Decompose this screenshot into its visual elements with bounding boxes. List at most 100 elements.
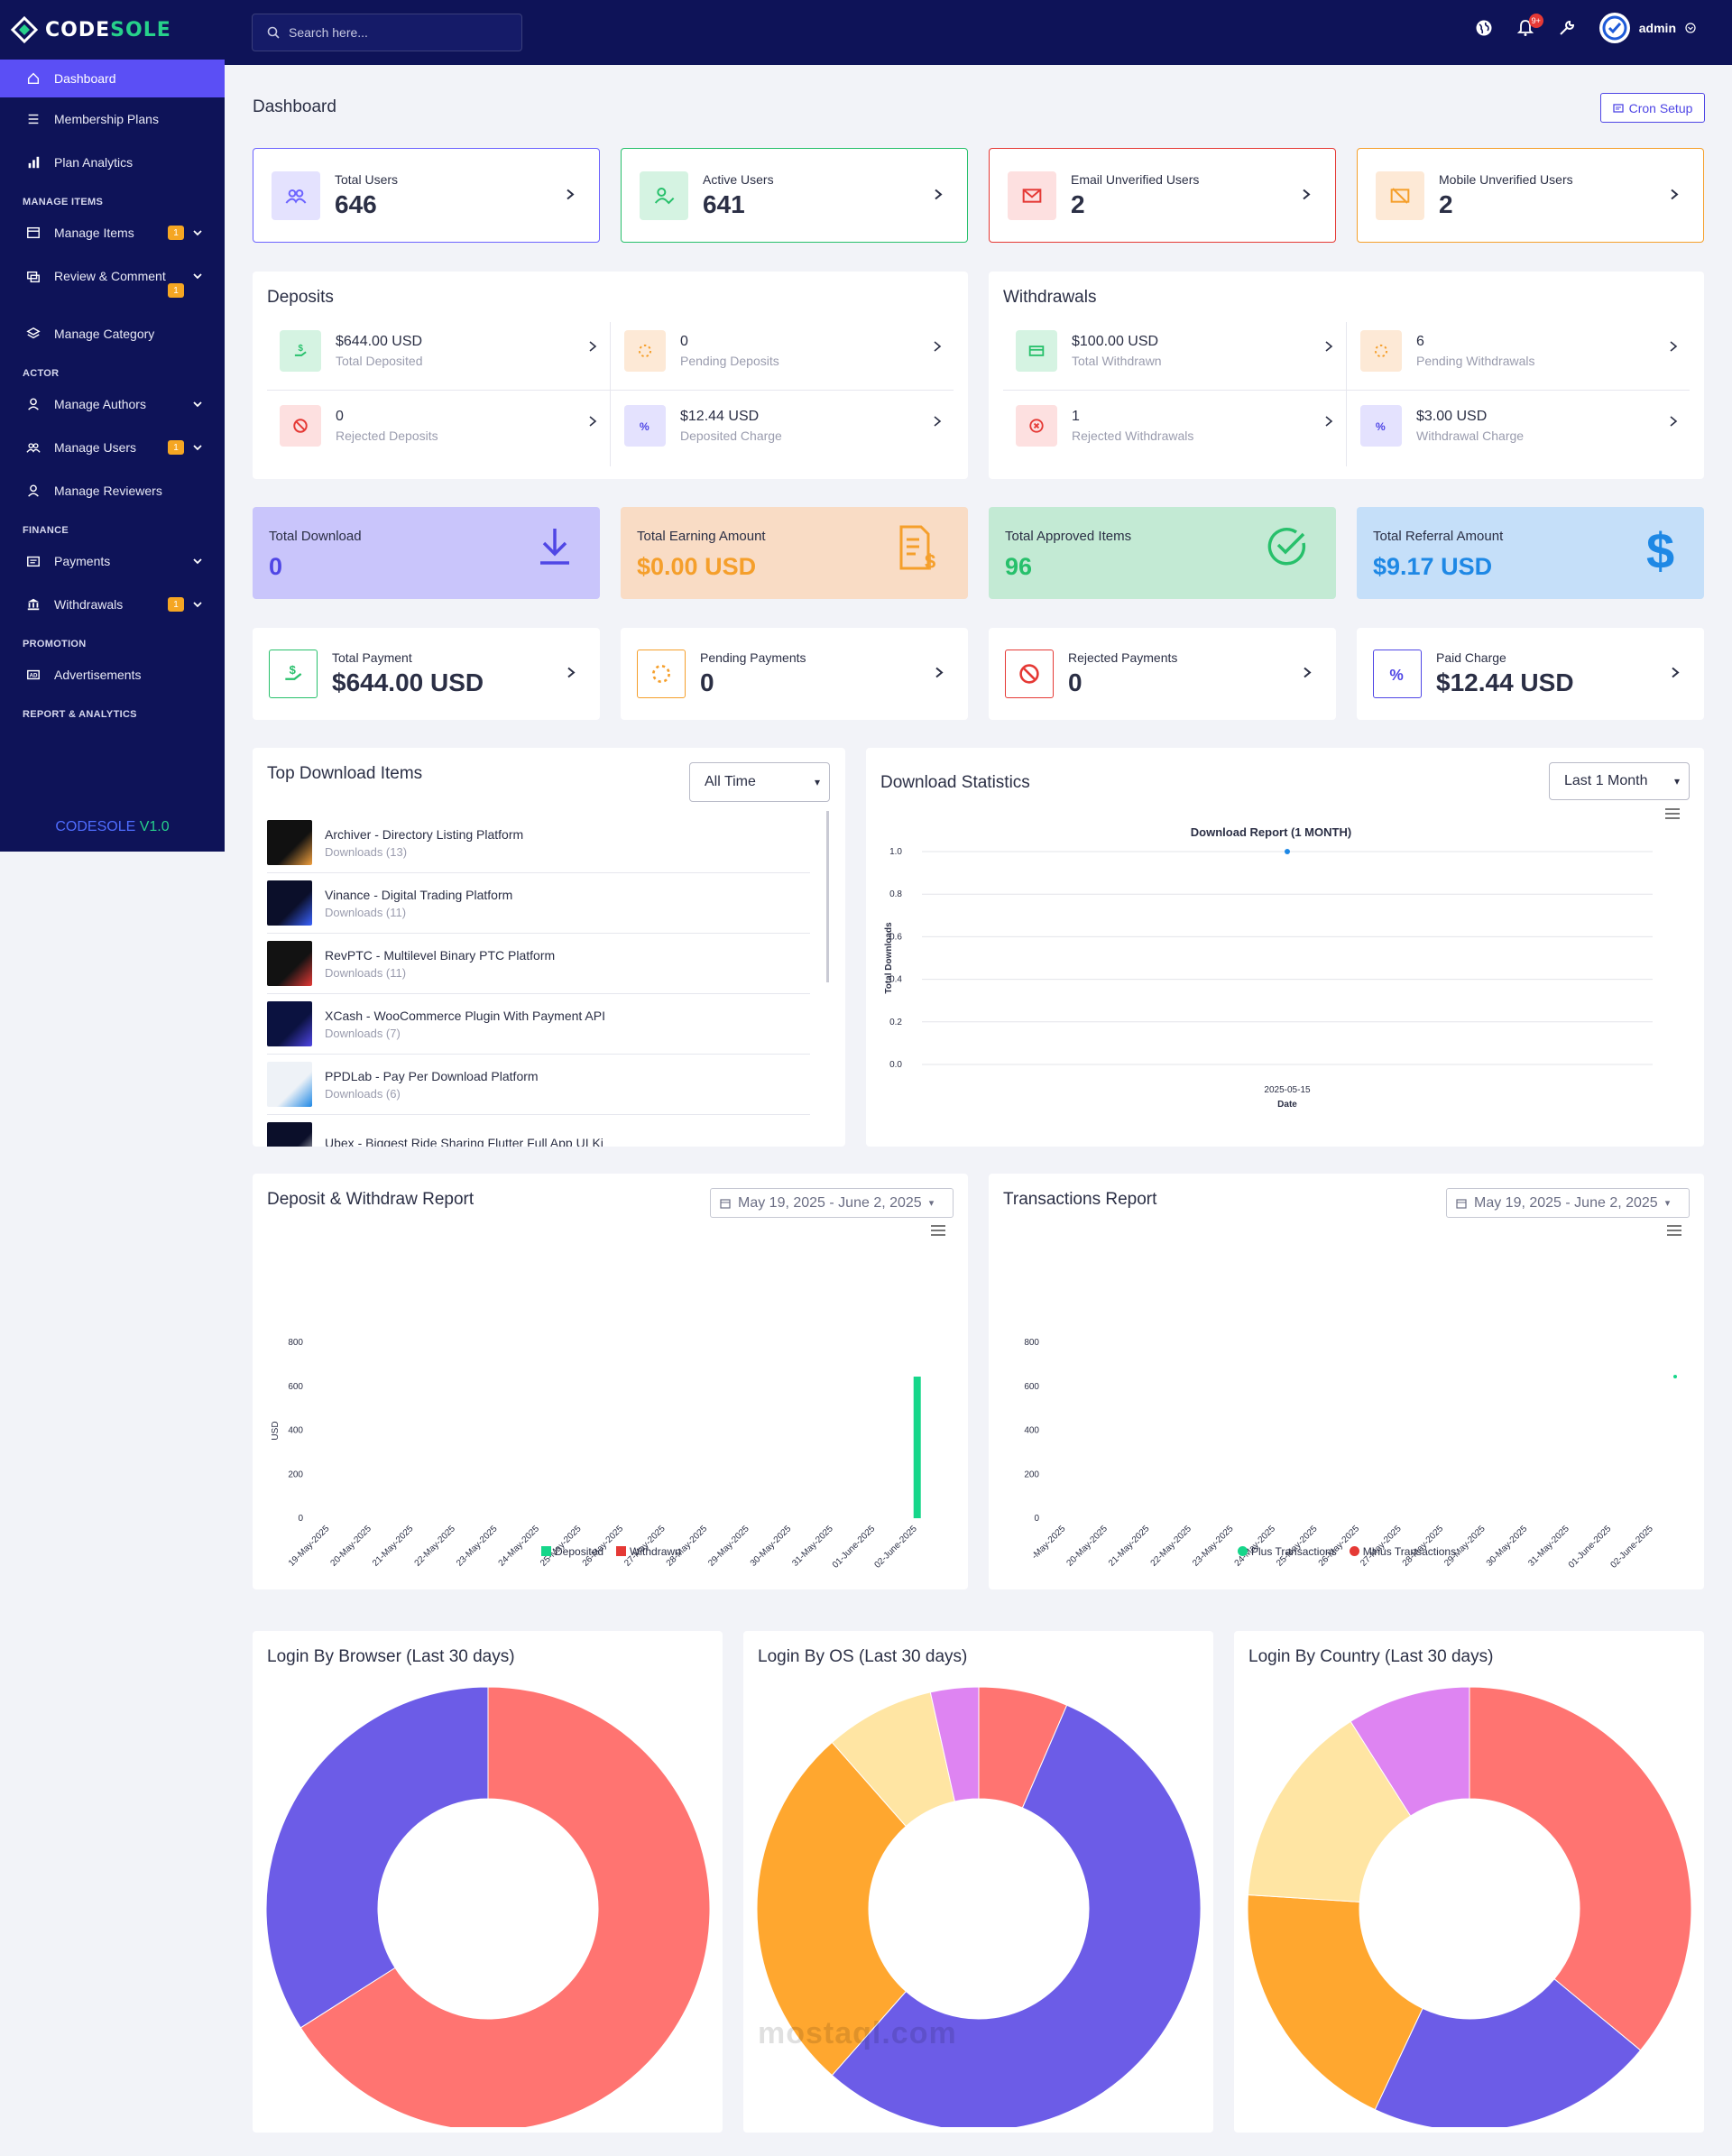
payment-card-rejected-payments[interactable]: Rejected Payments 0 bbox=[989, 628, 1336, 720]
list-item[interactable]: RevPTC - Multilevel Binary PTC Platform D… bbox=[267, 934, 810, 994]
legend-plus-transactions[interactable]: Plus Transactions bbox=[1238, 1545, 1337, 1558]
list-item[interactable]: Archiver - Directory Listing Platform Dow… bbox=[267, 813, 810, 873]
stat-card-mobile-unverified-users[interactable]: Mobile Unverified Users 2 bbox=[1357, 148, 1704, 243]
invoice-dollar-icon: $ bbox=[898, 525, 941, 575]
withdrawals-item-withdrawal-charge[interactable]: % $3.00 USD Withdrawal Charge bbox=[1360, 402, 1678, 449]
list-item[interactable]: XCash - WooCommerce Plugin With Payment … bbox=[267, 994, 810, 1055]
stat-card-total-users[interactable]: Total Users 646 bbox=[253, 148, 600, 243]
stat-card-active-users[interactable]: Active Users 641 bbox=[621, 148, 968, 243]
withdrawals-item-rejected-withdrawals[interactable]: 1 Rejected Withdrawals bbox=[1016, 402, 1333, 449]
user-menu[interactable]: admin bbox=[1598, 13, 1696, 43]
logo-text: CODESOLE bbox=[45, 18, 171, 41]
globe-icon[interactable] bbox=[1475, 19, 1493, 37]
x-tick-label: 30-May-2025 bbox=[749, 1524, 794, 1569]
sidebar-item-badge: 1 bbox=[168, 597, 184, 612]
item-thumbnail bbox=[267, 1062, 312, 1107]
sidebar-item-manage-reviewers[interactable]: Manage Reviewers bbox=[0, 469, 225, 512]
withdrawals-item-pending-withdrawals[interactable]: 6 Pending Withdrawals bbox=[1360, 327, 1678, 374]
y-tick-label: 200 bbox=[288, 1470, 303, 1479]
y-tick-label: 0 bbox=[298, 1514, 303, 1524]
sidebar-item-advertisements[interactable]: AD Advertisements bbox=[0, 653, 225, 696]
sidebar-item-manage-category[interactable]: Manage Category bbox=[0, 312, 225, 355]
scrollbar[interactable] bbox=[826, 811, 829, 982]
search-input[interactable]: Search here... bbox=[252, 14, 522, 51]
chart-menu-icon[interactable] bbox=[1667, 1225, 1681, 1239]
summary-card-total-earning-amount[interactable]: Total Earning Amount $0.00 USD $ bbox=[621, 507, 968, 599]
page-title: Dashboard bbox=[253, 97, 336, 116]
item-thumbnail bbox=[267, 820, 312, 865]
sidebar-item-membership-plans[interactable]: Membership Plans bbox=[0, 97, 225, 141]
x-tick-label: 20-May-2025 bbox=[328, 1524, 373, 1569]
y-tick-label: 0.4 bbox=[889, 975, 902, 985]
chart-title: Download Report (1 MONTH) bbox=[1191, 825, 1351, 839]
summary-card-total-referral-amount[interactable]: Total Referral Amount $9.17 USD $ bbox=[1357, 507, 1704, 599]
list-item[interactable]: Ubex - Biggest Ride Sharing Flutter Full… bbox=[267, 1115, 810, 1147]
ad-icon: AD bbox=[25, 667, 41, 683]
chart-menu-icon[interactable] bbox=[1665, 808, 1680, 822]
top-download-filter[interactable]: All Time ▾ bbox=[689, 762, 830, 802]
chevron-right-icon bbox=[1669, 338, 1678, 357]
y-tick-label: 1.0 bbox=[889, 847, 902, 857]
user-check-icon bbox=[640, 170, 688, 220]
mini-value: $644.00 USD bbox=[336, 334, 423, 349]
sidebar-item-payments[interactable]: Payments bbox=[0, 539, 225, 583]
list-item[interactable]: PPDLab - Pay Per Download Platform Downlo… bbox=[267, 1055, 810, 1115]
sidebar-item-review-comment[interactable]: Review & Comment 1 bbox=[0, 254, 225, 312]
transactions-chart: 0 200 400 600 800 -May-202520-May-202521-May-… bbox=[1024, 1338, 1677, 1571]
notification-bell-icon[interactable]: 9+ bbox=[1516, 14, 1543, 37]
legend-withdrawn[interactable]: Withdrawn bbox=[616, 1545, 681, 1558]
stat-card-email-unverified-users[interactable]: Email Unverified Users 2 bbox=[989, 148, 1336, 243]
deposits-item-rejected-deposits[interactable]: 0 Rejected Deposits bbox=[280, 402, 597, 449]
y-tick-label: 0.0 bbox=[889, 1060, 902, 1070]
deposits-item-deposited-charge[interactable]: % $12.44 USD Deposited Charge bbox=[624, 402, 942, 449]
login-country-pie bbox=[1247, 1686, 1692, 2127]
mini-label: Total Deposited bbox=[336, 354, 423, 368]
sidebar-item-manage-users[interactable]: Manage Users 1 bbox=[0, 426, 225, 469]
logo[interactable]: CODESOLE bbox=[0, 0, 225, 60]
top-download-panel: Top Download Items All Time ▾ Archiver - … bbox=[253, 748, 845, 1147]
chart-menu-icon[interactable] bbox=[931, 1225, 945, 1239]
spinner-icon bbox=[624, 330, 666, 372]
payment-icon bbox=[25, 553, 41, 569]
sidebar-item-badge: 1 bbox=[168, 226, 184, 240]
stat-label: Total Users bbox=[335, 171, 399, 187]
login-os-pie bbox=[756, 1686, 1202, 2127]
sidebar-item-manage-items[interactable]: Manage Items 1 bbox=[0, 211, 225, 254]
chevron-right-icon bbox=[1670, 664, 1681, 685]
mini-label: Pending Withdrawals bbox=[1416, 354, 1535, 368]
chevron-down-icon: ▾ bbox=[1673, 775, 1680, 788]
list-item[interactable]: Vinance - Digital Trading Platform Downlo… bbox=[267, 873, 810, 934]
payment-card-pending-payments[interactable]: Pending Payments 0 bbox=[621, 628, 968, 720]
chevron-down-icon bbox=[192, 555, 203, 569]
bank-icon bbox=[25, 596, 41, 613]
item-thumbnail bbox=[267, 941, 312, 986]
download-statistics-filter[interactable]: Last 1 Month ▾ bbox=[1549, 762, 1690, 800]
sidebar-item-label: Manage Users bbox=[54, 440, 137, 455]
transactions-date-range[interactable]: May 19, 2025 - June 2, 2025 ▾ bbox=[1446, 1188, 1690, 1218]
cron-setup-button[interactable]: Cron Setup bbox=[1600, 93, 1705, 123]
summary-card-total-approved-items[interactable]: Total Approved Items 96 bbox=[989, 507, 1336, 599]
deposits-item-pending-deposits[interactable]: 0 Pending Deposits bbox=[624, 327, 942, 374]
summary-value: $9.17 USD bbox=[1373, 553, 1493, 580]
chevron-right-icon bbox=[933, 413, 942, 432]
deposits-panel: Deposits $ $644.00 USD Total Deposited 0 Pen… bbox=[253, 272, 968, 479]
legend-deposited[interactable]: Deposited bbox=[541, 1545, 603, 1558]
deposit-withdraw-date-range[interactable]: May 19, 2025 - June 2, 2025 ▾ bbox=[710, 1188, 954, 1218]
sidebar-item-dashboard[interactable]: Dashboard bbox=[0, 60, 225, 97]
summary-card-total-download[interactable]: Total Download 0 bbox=[253, 507, 600, 599]
x-tick-label: 20-May-2025 bbox=[1064, 1524, 1110, 1569]
sidebar-item-withdrawals[interactable]: Withdrawals 1 bbox=[0, 583, 225, 626]
wrench-icon[interactable] bbox=[1558, 19, 1576, 37]
withdrawals-item-total-withdrawn[interactable]: $100.00 USD Total Withdrawn bbox=[1016, 327, 1333, 374]
sidebar-item-plan-analytics[interactable]: Plan Analytics bbox=[0, 141, 225, 184]
summary-label: Total Approved Items bbox=[1005, 529, 1132, 544]
nav-section-label: PROMOTION bbox=[23, 639, 87, 650]
payment-card-paid-charge[interactable]: % Paid Charge $12.44 USD bbox=[1357, 628, 1704, 720]
legend-minus-transactions[interactable]: Minus Transactions bbox=[1349, 1545, 1456, 1558]
check-circle-icon bbox=[1266, 525, 1309, 571]
sidebar-item-manage-authors[interactable]: Manage Authors bbox=[0, 382, 225, 426]
payment-card-total-payment[interactable]: $ Total Payment $644.00 USD bbox=[253, 628, 600, 720]
y-tick-label: 800 bbox=[1024, 1338, 1039, 1348]
deposits-item-total-deposited[interactable]: $ $644.00 USD Total Deposited bbox=[280, 327, 597, 374]
sidebar-item-label: Payments bbox=[54, 554, 111, 568]
